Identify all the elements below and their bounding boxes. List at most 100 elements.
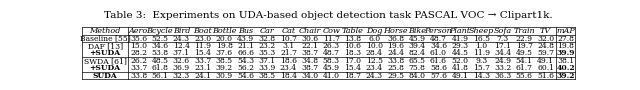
Text: 16.5: 16.5 — [473, 35, 490, 43]
Text: 24.9: 24.9 — [494, 57, 511, 65]
Text: 43.9: 43.9 — [237, 35, 254, 43]
Text: 39.2: 39.2 — [556, 72, 575, 80]
Text: 14.3: 14.3 — [473, 72, 490, 80]
Text: 12.5: 12.5 — [365, 57, 383, 65]
Text: 39.4: 39.4 — [408, 42, 426, 50]
Text: 25.8: 25.8 — [387, 64, 404, 72]
Text: 75.8: 75.8 — [408, 64, 426, 72]
Text: 54.1: 54.1 — [516, 57, 532, 65]
Text: 9.3: 9.3 — [475, 57, 488, 65]
Text: 1.0: 1.0 — [476, 42, 488, 50]
Text: 39.2: 39.2 — [216, 64, 233, 72]
Text: 45.9: 45.9 — [408, 35, 426, 43]
Text: 37.6: 37.6 — [216, 49, 233, 57]
Text: 11.7: 11.7 — [323, 35, 340, 43]
Text: 26.2: 26.2 — [130, 57, 147, 65]
Text: SWDA [61]: SWDA [61] — [84, 57, 127, 65]
Text: 41.8: 41.8 — [451, 64, 468, 72]
Text: 45.9: 45.9 — [323, 64, 340, 72]
Text: 6.0: 6.0 — [368, 35, 380, 43]
Text: 33.7: 33.7 — [194, 57, 211, 65]
Text: 61.8: 61.8 — [152, 64, 168, 72]
Text: Car: Car — [260, 27, 275, 35]
Text: 15.4: 15.4 — [195, 49, 211, 57]
Text: 23.4: 23.4 — [365, 64, 383, 72]
Text: 22.9: 22.9 — [516, 35, 532, 43]
Text: 23.2: 23.2 — [259, 42, 276, 50]
Text: 21.1: 21.1 — [237, 42, 254, 50]
Text: 18.3: 18.3 — [344, 49, 362, 57]
Text: 21.7: 21.7 — [280, 49, 297, 57]
Text: 7.3: 7.3 — [497, 35, 509, 43]
Text: Table: Table — [342, 27, 364, 35]
Text: 61.7: 61.7 — [516, 64, 532, 72]
Text: 24.4: 24.4 — [387, 49, 404, 57]
Text: 37.1: 37.1 — [259, 57, 276, 65]
Text: 38.5: 38.5 — [259, 72, 276, 80]
Text: Bottle: Bottle — [212, 27, 236, 35]
Text: 36.9: 36.9 — [173, 64, 190, 72]
Text: 11.9: 11.9 — [473, 49, 490, 57]
Text: 11.9: 11.9 — [195, 42, 211, 50]
Text: 59.7: 59.7 — [537, 49, 554, 57]
Text: 57.6: 57.6 — [430, 72, 447, 80]
Text: 84.0: 84.0 — [408, 72, 426, 80]
Text: 19.7: 19.7 — [516, 42, 532, 50]
Text: 60.1: 60.1 — [537, 64, 554, 72]
Text: 66.6: 66.6 — [237, 49, 254, 57]
Text: DAF [13]: DAF [13] — [88, 42, 123, 50]
Text: Baseline [55]: Baseline [55] — [80, 35, 131, 43]
Text: 15.4: 15.4 — [344, 64, 361, 72]
Text: Cat: Cat — [282, 27, 296, 35]
Text: 22.1: 22.1 — [301, 42, 319, 50]
Text: 28.4: 28.4 — [365, 49, 383, 57]
Text: 38.5: 38.5 — [216, 57, 233, 65]
Text: TV: TV — [540, 27, 551, 35]
Text: 34.8: 34.8 — [301, 57, 319, 65]
Text: Bus: Bus — [238, 27, 253, 35]
Text: 24.8: 24.8 — [537, 42, 554, 50]
Text: 10.0: 10.0 — [365, 42, 383, 50]
Text: 23.4: 23.4 — [280, 64, 297, 72]
Text: 28.2: 28.2 — [130, 49, 147, 57]
Text: Aero: Aero — [129, 27, 148, 35]
Text: 34.6: 34.6 — [152, 42, 168, 50]
Text: Cow: Cow — [323, 27, 340, 35]
Text: 52.0: 52.0 — [451, 57, 468, 65]
Text: Chair: Chair — [299, 27, 321, 35]
Text: 10.7: 10.7 — [280, 35, 297, 43]
Text: 30.9: 30.9 — [216, 72, 233, 80]
Text: 18.6: 18.6 — [280, 57, 297, 65]
Text: 23.1: 23.1 — [194, 64, 211, 72]
Text: 48.7: 48.7 — [430, 35, 447, 43]
Text: 33.8: 33.8 — [387, 57, 404, 65]
Text: 33.8: 33.8 — [130, 72, 147, 80]
Text: 40.2: 40.2 — [556, 64, 575, 72]
Text: 41.0: 41.0 — [323, 72, 340, 80]
Text: Bike: Bike — [408, 27, 426, 35]
Text: Table 3:  Experiments on UDA-based object detection task PASCAL VOC → Clipart1k.: Table 3: Experiments on UDA-based object… — [104, 12, 552, 21]
Text: 54.3: 54.3 — [237, 57, 254, 65]
Text: 61.0: 61.0 — [430, 49, 447, 57]
Text: 19.8: 19.8 — [216, 42, 233, 50]
Text: 34.0: 34.0 — [301, 72, 319, 80]
Text: Sofa: Sofa — [493, 27, 512, 35]
Text: 13.8: 13.8 — [344, 35, 362, 43]
Text: 35.6: 35.6 — [130, 35, 147, 43]
Text: 33.9: 33.9 — [259, 64, 276, 72]
Text: Boat: Boat — [193, 27, 212, 35]
Text: 12.4: 12.4 — [173, 42, 190, 50]
Text: Plant: Plant — [449, 27, 470, 35]
Text: 55.6: 55.6 — [516, 72, 532, 80]
Text: 18.7: 18.7 — [344, 72, 361, 80]
Text: 29.5: 29.5 — [387, 72, 404, 80]
Text: 56.1: 56.1 — [152, 72, 168, 80]
Text: SUDA: SUDA — [93, 72, 118, 80]
Text: Bcycle: Bcycle — [147, 27, 173, 35]
Text: Person: Person — [424, 27, 452, 35]
Text: 33.2: 33.2 — [494, 64, 511, 72]
Text: 17.0: 17.0 — [344, 57, 361, 65]
Text: 44.5: 44.5 — [451, 49, 468, 57]
Text: 10.6: 10.6 — [344, 42, 361, 50]
Text: 32.8: 32.8 — [259, 35, 276, 43]
